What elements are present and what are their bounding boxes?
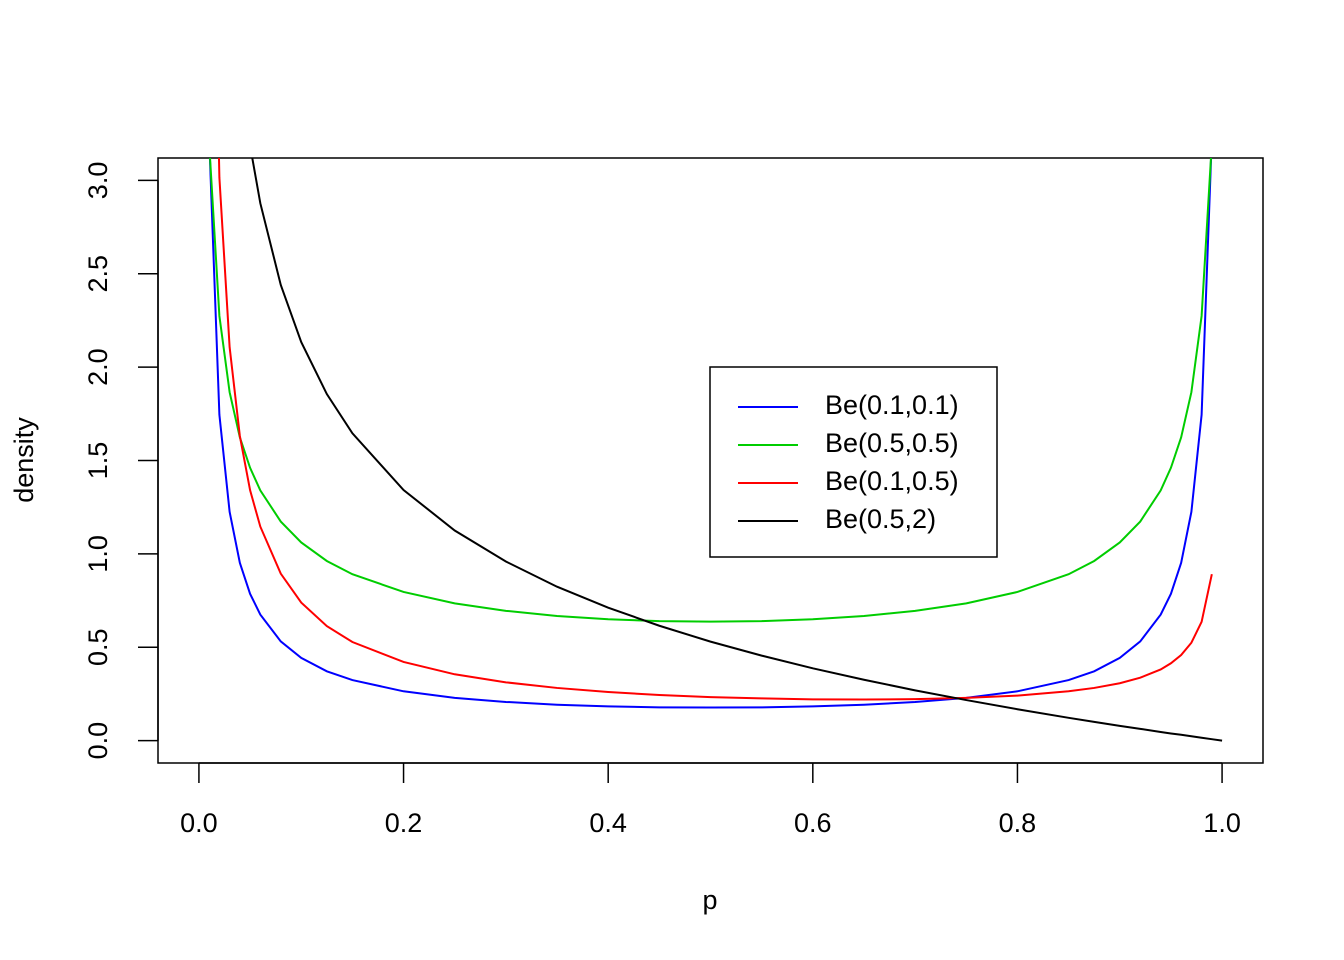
y-tick-label: 2.0 — [83, 348, 113, 386]
series-line — [209, 158, 1212, 623]
y-tick-label: 3.0 — [83, 162, 113, 200]
y-tick-label: 1.5 — [83, 442, 113, 480]
x-axis-label: p — [702, 885, 717, 915]
series-line — [208, 158, 1213, 709]
x-tick-label: 0.8 — [999, 808, 1037, 838]
y-tick-label: 0.0 — [83, 722, 113, 760]
x-tick-label: 0.0 — [180, 808, 218, 838]
x-tick-label: 0.2 — [385, 808, 423, 838]
legend-label: Be(0.1,0.1) — [825, 390, 959, 420]
plot-area — [208, 158, 1223, 742]
y-tick-label: 2.5 — [83, 255, 113, 293]
y-tick-label: 1.0 — [83, 535, 113, 573]
x-tick-label: 0.6 — [794, 808, 832, 838]
y-axis-label: density — [9, 417, 39, 503]
x-tick-label: 0.4 — [589, 808, 627, 838]
y-tick-label: 0.5 — [83, 628, 113, 666]
legend-label: Be(0.1,0.5) — [825, 466, 959, 496]
legend-label: Be(0.5,2) — [825, 504, 936, 534]
legend-box — [709, 366, 998, 558]
legend-label: Be(0.5,0.5) — [825, 428, 959, 458]
series-line — [251, 158, 1223, 742]
series-line — [217, 158, 1213, 701]
x-tick-label: 1.0 — [1203, 808, 1241, 838]
